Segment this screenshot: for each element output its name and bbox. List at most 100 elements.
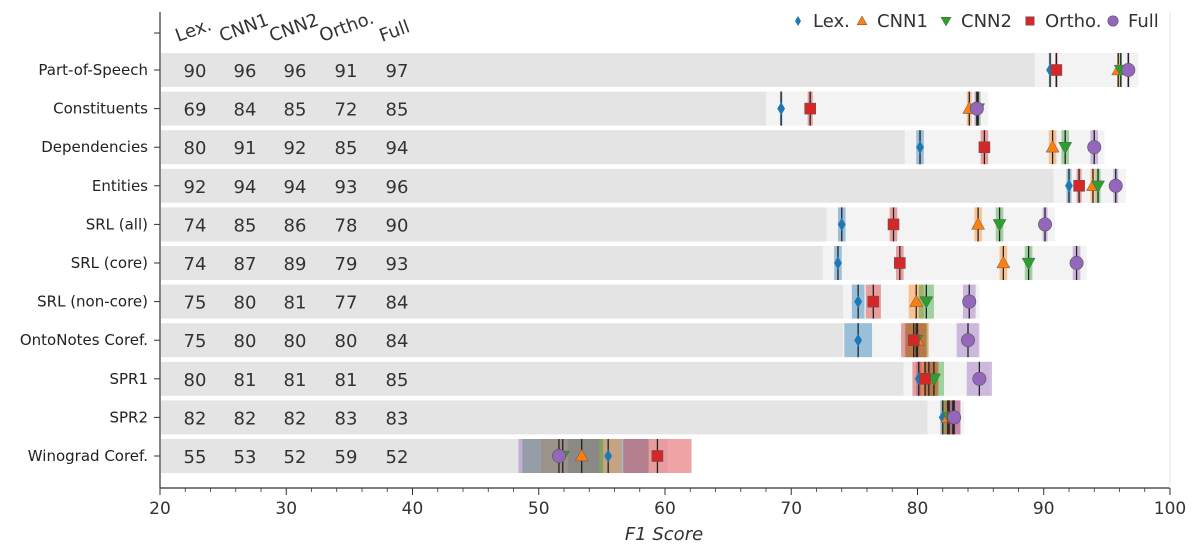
marker-winograd-coref-ortho — [651, 450, 664, 462]
legend-label-cnn2: CNN2 — [961, 11, 1012, 32]
score-constituents-ortho: 72 — [335, 100, 358, 121]
row-bar-fade-srl-non-core — [843, 284, 980, 319]
score-dependencies-cnn1: 91 — [234, 138, 257, 159]
legend-marker-cnn1 — [856, 15, 868, 25]
category-label-winograd-coref: Winograd Coref. — [28, 447, 148, 465]
legend-label-ortho: Ortho. — [1045, 11, 1101, 32]
score-spr1-full: 85 — [386, 370, 409, 391]
x-tick-label-20: 20 — [149, 499, 171, 519]
marker-entities-ortho — [1073, 180, 1085, 192]
row-bar-srl-core — [161, 246, 823, 280]
x-tick-label-60: 60 — [654, 499, 676, 519]
row-bar-constituents — [161, 91, 766, 126]
category-label-entities: Entities — [92, 177, 148, 195]
marker-winograd-coref-full — [551, 449, 566, 463]
row-bar-fade-dependencies — [904, 130, 1105, 165]
score-entities-cnn1: 94 — [234, 177, 257, 198]
score-entities-full: 96 — [386, 177, 409, 198]
row-bar-dependencies — [161, 130, 905, 165]
category-label-constituents: Constituents — [53, 100, 148, 118]
marker-part-of-speech-full — [1121, 63, 1136, 77]
score-dependencies-cnn2: 92 — [284, 138, 307, 159]
score-srl-non-core-ortho: 77 — [335, 293, 358, 314]
score-winograd-coref-lex: 55 — [184, 447, 207, 468]
marker-srl-all-cnn1 — [971, 217, 986, 230]
marker-entities-full — [1108, 178, 1123, 193]
score-srl-all-cnn2: 86 — [284, 215, 307, 236]
score-spr1-cnn2: 81 — [284, 370, 307, 391]
marker-srl-non-core-cnn1 — [909, 294, 924, 307]
legend-marker-cnn2 — [940, 17, 952, 27]
score-constituents-cnn1: 84 — [234, 100, 257, 121]
marker-dependencies-full — [1087, 140, 1102, 155]
row-bar-ontonotes-coref — [161, 323, 844, 358]
score-srl-all-ortho: 78 — [335, 215, 358, 236]
marker-srl-non-core-lex — [854, 295, 863, 309]
score-srl-core-lex: 74 — [184, 254, 207, 275]
marker-srl-core-full — [1069, 256, 1084, 270]
row-bar-srl-non-core — [161, 284, 844, 319]
category-label-spr2: SPR2 — [109, 408, 148, 426]
score-srl-all-cnn1: 85 — [234, 215, 257, 236]
category-label-srl-core: SRL (core) — [71, 254, 148, 272]
score-ontonotes-coref-ortho: 80 — [335, 331, 358, 352]
marker-constituents-full — [969, 101, 984, 116]
score-ontonotes-coref-cnn1: 80 — [234, 331, 257, 352]
category-label-spr1: SPR1 — [109, 370, 148, 388]
score-ontonotes-coref-full: 84 — [386, 331, 409, 352]
score-winograd-coref-ortho: 59 — [335, 447, 358, 468]
marker-srl-non-core-full — [962, 294, 977, 309]
x-axis-title: F1 Score — [625, 524, 703, 545]
score-ontonotes-coref-cnn2: 80 — [284, 331, 307, 352]
marker-dependencies-cnn1 — [1045, 140, 1060, 153]
score-part-of-speech-full: 97 — [386, 61, 409, 82]
marker-part-of-speech-ortho — [1050, 64, 1063, 76]
category-label-ontonotes-coref: OntoNotes Coref. — [20, 331, 148, 349]
row-bar-fade-constituents — [766, 91, 989, 126]
row-bar-entities — [161, 168, 1054, 203]
score-constituents-lex: 69 — [184, 100, 207, 121]
category-label-part-of-speech: Part-of-Speech — [38, 61, 148, 79]
score-srl-core-cnn2: 89 — [284, 254, 307, 275]
x-tick-label-90: 90 — [1033, 499, 1055, 519]
marker-constituents-ortho — [804, 102, 816, 115]
marker-srl-core-cnn1 — [996, 255, 1011, 269]
marker-srl-all-ortho — [887, 218, 900, 231]
score-srl-non-core-full: 84 — [386, 293, 409, 314]
marker-spr2-full — [947, 410, 962, 425]
score-entities-ortho: 93 — [335, 177, 358, 198]
score-entities-lex: 92 — [184, 177, 207, 198]
legend-label-full: Full — [1128, 11, 1159, 32]
marker-srl-non-core-ortho — [867, 295, 880, 308]
score-spr2-ortho: 83 — [335, 408, 358, 429]
marker-srl-all-full — [1038, 217, 1052, 232]
category-label-srl-non-core: SRL (non-core) — [37, 293, 148, 311]
score-spr2-cnn1: 82 — [234, 408, 257, 429]
row-bar-winograd-coref — [161, 439, 544, 473]
legend-marker-lex — [795, 16, 801, 26]
x-tick-label-50: 50 — [528, 499, 550, 519]
row-bar-spr2 — [161, 400, 928, 435]
marker-ontonotes-coref-full — [961, 333, 975, 348]
score-winograd-coref-cnn2: 52 — [284, 447, 307, 468]
marker-srl-non-core-cnn2 — [919, 296, 934, 309]
marker-entities-lex — [1065, 179, 1073, 193]
marker-dependencies-ortho — [978, 141, 991, 153]
category-label-srl-all: SRL (all) — [86, 215, 148, 233]
score-spr2-lex: 82 — [184, 408, 207, 429]
row-bar-fade-srl-all — [826, 207, 1056, 242]
legend-marker-ortho — [1025, 16, 1035, 26]
x-tick-label-80: 80 — [907, 499, 929, 519]
marker-winograd-coref-cnn1 — [574, 448, 589, 462]
score-part-of-speech-cnn2: 96 — [284, 61, 307, 82]
score-entities-cnn2: 94 — [284, 177, 307, 198]
score-dependencies-full: 94 — [386, 138, 409, 159]
legend-label-lex: Lex. — [813, 11, 850, 32]
score-constituents-cnn2: 85 — [284, 100, 307, 121]
row-bar-srl-all — [161, 207, 827, 242]
x-tick-label-40: 40 — [402, 499, 424, 519]
score-srl-core-cnn1: 87 — [234, 254, 257, 275]
marker-spr1-full — [972, 371, 987, 386]
legend-label-cnn1: CNN1 — [877, 11, 928, 32]
